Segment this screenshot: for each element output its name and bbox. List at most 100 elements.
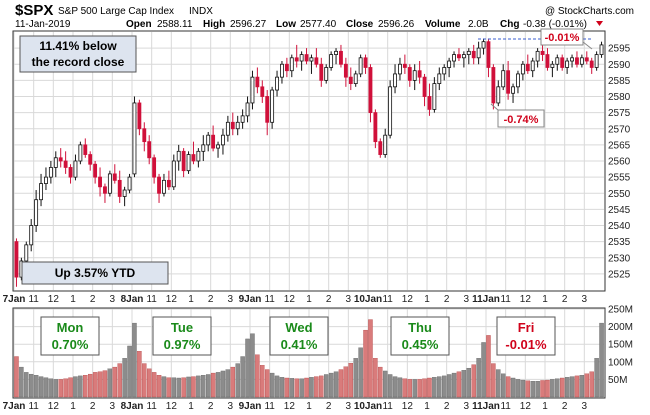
candle xyxy=(309,54,314,74)
volume-bar xyxy=(343,366,349,398)
candle xyxy=(471,44,476,65)
x-tick-label: 9Jan xyxy=(239,401,262,412)
candle-body xyxy=(339,50,343,65)
candle-body xyxy=(422,76,427,97)
candle xyxy=(152,154,157,184)
volume-bar xyxy=(589,371,594,398)
volume-bar xyxy=(333,371,339,398)
candle-body xyxy=(535,50,540,62)
candle-body xyxy=(191,154,196,162)
candle xyxy=(250,70,255,110)
candle xyxy=(98,167,102,197)
volume-bar xyxy=(102,370,108,398)
volume-bar xyxy=(137,351,142,398)
x-tick-label: 10Jan xyxy=(354,401,382,412)
candle-body xyxy=(176,150,181,162)
volume-bar xyxy=(505,376,511,398)
x-tick-label: 11 xyxy=(146,294,157,305)
x-tick-label: 1 xyxy=(306,294,312,305)
volume-bars xyxy=(14,319,604,398)
volume-bar xyxy=(348,363,354,398)
candle xyxy=(280,61,284,84)
candle xyxy=(378,138,383,158)
x-tick-label: 1 xyxy=(70,401,76,412)
day-box-label: Mon xyxy=(57,320,84,335)
candle xyxy=(112,164,117,184)
volume-tick-label: 50M xyxy=(608,375,627,386)
candle xyxy=(88,151,93,171)
x-tick-label: 3 xyxy=(464,401,470,412)
candle xyxy=(516,70,520,94)
open-value: 2588.11 xyxy=(157,19,193,30)
x-tick-label: 3 xyxy=(228,401,234,412)
candle xyxy=(348,67,353,91)
day-box-mon: Mon 0.70% xyxy=(40,316,100,356)
candle xyxy=(466,48,471,65)
candle-body xyxy=(299,54,304,62)
candle-body xyxy=(250,76,255,104)
volume-bar xyxy=(378,366,383,398)
volume-bar xyxy=(496,369,501,398)
candle-body xyxy=(373,112,378,143)
candle xyxy=(284,57,289,78)
price-tick-label: 2585 xyxy=(608,76,631,87)
candle-body xyxy=(378,141,383,155)
x-tick-label: 11 xyxy=(264,401,275,412)
candle xyxy=(579,54,584,68)
day-box-pct: 0.70% xyxy=(52,337,89,352)
volume-bar xyxy=(432,377,437,398)
candle-body xyxy=(452,54,456,62)
candle-body xyxy=(122,189,127,197)
x-tick-label: 1 xyxy=(188,401,194,412)
candle xyxy=(402,54,407,74)
candle-body xyxy=(393,73,397,88)
candles xyxy=(14,38,604,287)
candle xyxy=(343,57,348,87)
candle-body xyxy=(432,83,437,110)
candle-body xyxy=(284,63,289,72)
ytd-box: Up 3.57% YTD xyxy=(21,261,169,285)
x-tick-label: 3 xyxy=(464,294,470,305)
candle xyxy=(461,51,466,68)
x-tick-label: 2 xyxy=(326,294,332,305)
candle xyxy=(388,80,393,139)
x-tick-label: 12 xyxy=(48,401,60,412)
candle-body xyxy=(427,96,432,110)
volume-bar xyxy=(28,373,34,398)
day-box-tue: Tue 0.97% xyxy=(152,316,212,356)
candle-body xyxy=(358,57,363,75)
candle-body xyxy=(275,76,279,91)
candle xyxy=(412,64,417,91)
candle xyxy=(481,38,486,55)
volume-bar xyxy=(427,377,432,398)
candle xyxy=(555,54,560,71)
candle-body xyxy=(53,157,58,168)
day-box-frame xyxy=(40,316,100,356)
candle xyxy=(535,48,540,68)
candle xyxy=(58,148,63,168)
candle xyxy=(457,48,461,62)
chg-value: -0.38 (-0.01%) xyxy=(523,19,587,30)
candle xyxy=(73,154,78,181)
volume-bar xyxy=(515,379,521,398)
candle xyxy=(417,61,422,84)
volume-tick-label: 150M xyxy=(608,340,633,351)
candle-body xyxy=(329,54,334,68)
day-box-pct: 0.97% xyxy=(164,337,201,352)
volume-bar xyxy=(250,333,255,398)
candle-body xyxy=(171,160,176,188)
x-tick-label: 12 xyxy=(520,294,532,305)
candle-body xyxy=(107,173,112,194)
candle xyxy=(496,80,501,107)
candle-body xyxy=(516,73,520,88)
price-tick-label: 2575 xyxy=(608,108,631,119)
candle-body xyxy=(550,63,555,68)
x-tick-label: 2 xyxy=(444,401,450,412)
candle xyxy=(196,148,201,168)
candle-body xyxy=(245,102,250,117)
volume-bar xyxy=(550,379,555,398)
volume-bar xyxy=(19,366,24,398)
volume-bar xyxy=(171,377,177,398)
candle xyxy=(565,57,570,74)
volume-label: Volume xyxy=(425,19,461,30)
